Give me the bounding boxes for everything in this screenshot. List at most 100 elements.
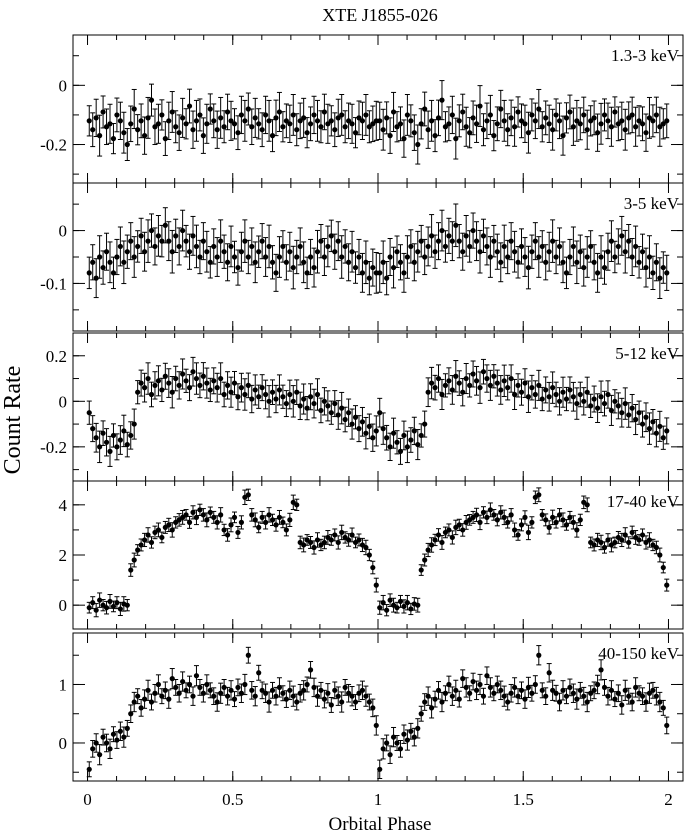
data-point <box>518 118 525 124</box>
data-point <box>577 121 583 127</box>
data-point <box>653 259 659 265</box>
data-point <box>97 752 103 758</box>
data-point <box>186 103 193 109</box>
data-point <box>121 130 127 136</box>
data-point <box>366 124 372 130</box>
data-point <box>442 690 449 696</box>
data-point <box>197 507 203 513</box>
data-point <box>480 369 487 375</box>
data-point <box>646 426 653 432</box>
data-point <box>332 532 338 538</box>
data-point <box>138 233 144 239</box>
y-tick-label: -0.2 <box>40 136 67 155</box>
data-point <box>453 687 459 693</box>
data-point <box>352 264 359 271</box>
data-point <box>501 693 507 699</box>
data-point <box>467 130 473 136</box>
data-point <box>522 380 528 386</box>
data-point <box>231 121 238 127</box>
data-point <box>518 243 525 250</box>
data-point <box>193 375 200 382</box>
data-point <box>532 238 538 244</box>
data-point <box>601 264 608 271</box>
data-point <box>287 121 293 127</box>
data-point <box>124 725 130 731</box>
data-point <box>307 254 314 260</box>
data-point <box>456 380 462 386</box>
data-point <box>100 109 106 115</box>
data-point <box>176 690 182 696</box>
data-point <box>494 380 500 386</box>
y-tick-label: -0.2 <box>40 438 67 457</box>
data-point <box>283 259 289 265</box>
data-point <box>664 428 670 434</box>
data-point <box>269 389 276 395</box>
data-point <box>577 249 583 255</box>
data-point <box>204 517 210 523</box>
x-tick-label: 0.5 <box>222 790 243 809</box>
data-point <box>318 238 324 244</box>
data-point <box>401 731 407 737</box>
data-point <box>97 133 103 139</box>
data-point <box>615 121 621 127</box>
data-point <box>515 532 521 538</box>
data-point <box>449 238 455 244</box>
data-point <box>574 696 580 702</box>
data-point <box>100 430 106 436</box>
data-point <box>511 527 518 533</box>
data-point <box>228 243 234 250</box>
data-point <box>501 118 507 124</box>
data-point <box>415 249 421 255</box>
data-point <box>629 529 635 536</box>
data-point <box>591 259 597 265</box>
data-point <box>231 254 238 260</box>
data-point <box>608 238 615 244</box>
data-point <box>629 254 635 260</box>
data-point <box>266 699 272 705</box>
data-point <box>304 130 310 136</box>
data-point <box>128 432 134 439</box>
data-point <box>453 222 459 228</box>
data-point <box>543 115 549 121</box>
data-point <box>325 121 331 127</box>
data-point <box>543 693 549 699</box>
data-point <box>90 600 96 606</box>
data-point <box>415 141 421 148</box>
y-tick-label: 0 <box>59 392 68 411</box>
data-point <box>173 375 179 382</box>
data-point <box>425 547 431 553</box>
data-point <box>117 243 123 250</box>
data-point <box>231 380 238 386</box>
data-point <box>536 382 542 388</box>
data-point <box>193 514 200 520</box>
data-point <box>235 264 241 271</box>
data-point <box>86 270 92 276</box>
data-point <box>328 410 334 416</box>
data-point <box>463 233 469 239</box>
data-point <box>166 380 172 386</box>
data-point <box>494 517 500 523</box>
data-point <box>124 141 130 148</box>
data-point <box>428 380 435 386</box>
data-point <box>560 517 566 523</box>
data-point <box>404 600 410 606</box>
data-point <box>356 254 362 260</box>
data-point <box>314 537 321 543</box>
data-point <box>439 97 445 103</box>
data-point <box>318 407 324 414</box>
data-point <box>480 233 487 239</box>
data-point <box>273 522 279 528</box>
data-point <box>435 532 442 538</box>
data-point <box>591 687 597 693</box>
data-point <box>107 448 113 454</box>
data-point <box>401 432 407 439</box>
data-point <box>103 605 110 611</box>
data-point <box>221 527 227 533</box>
data-point <box>377 118 383 124</box>
data-point <box>594 405 601 411</box>
data-point <box>211 243 217 250</box>
data-point <box>460 249 466 255</box>
data-point <box>359 270 366 276</box>
data-point <box>384 607 390 613</box>
